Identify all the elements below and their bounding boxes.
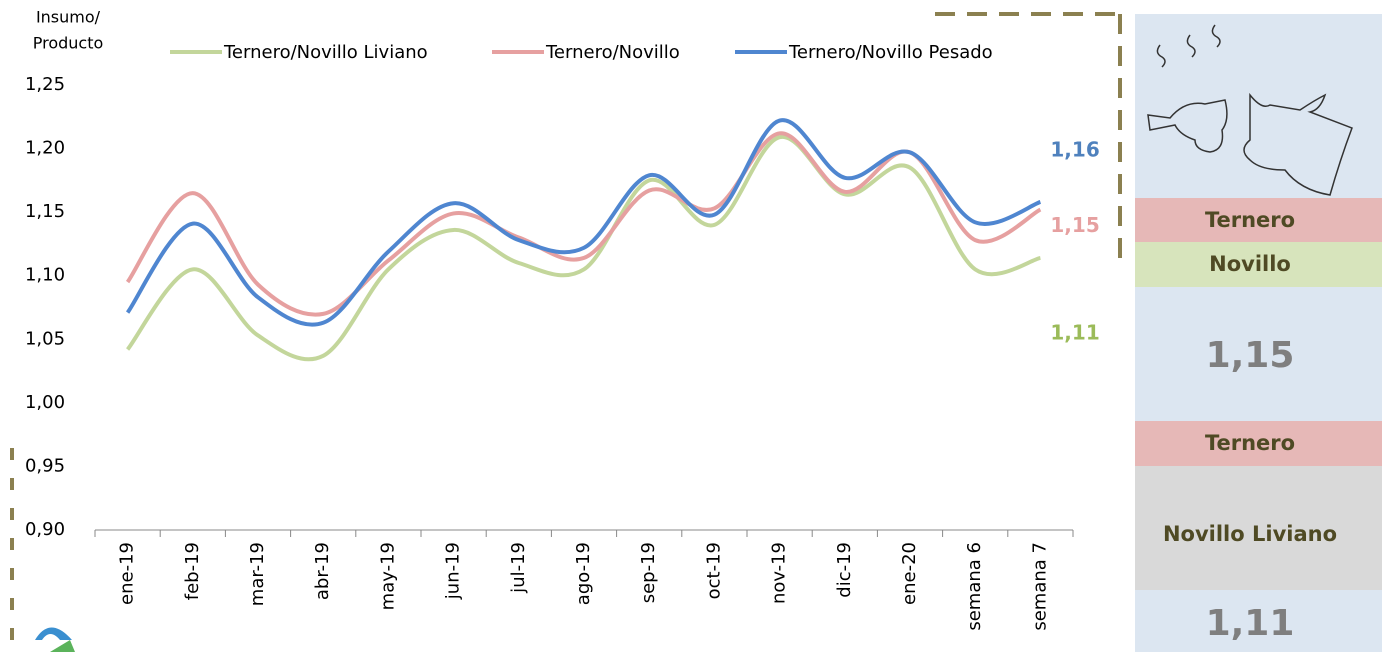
y-tick-label: 1,25 — [25, 74, 65, 95]
x-tick-label: jul-19 — [508, 542, 529, 594]
value-label: 1,15 — [1050, 213, 1099, 237]
x-tick-label: ene-19 — [117, 542, 138, 605]
y-tick-label: 0,90 — [25, 519, 65, 540]
legend-label: Ternero/Novillo Pesado — [788, 42, 993, 63]
y-tick-label: 1,05 — [25, 328, 65, 349]
panel-value: 1,15 — [1206, 335, 1295, 376]
y-tick-label: 0,95 — [25, 455, 65, 476]
y-tick-label: 1,20 — [25, 138, 65, 159]
x-tick-label: semana 6 — [964, 542, 985, 631]
y-axis-label: Producto — [33, 34, 104, 53]
y-axis-label: Insumo/ — [36, 8, 101, 27]
chart: Ternero Novillo 1,15 Ternero Novillo Liv… — [0, 0, 1387, 652]
legend-label: Ternero/Novillo — [545, 42, 680, 63]
x-tick-label: may-19 — [377, 542, 398, 610]
x-tick-label: abr-19 — [312, 542, 333, 600]
x-tick-label: semana 7 — [1029, 542, 1050, 631]
y-tick-label: 1,15 — [25, 201, 65, 222]
panel-label: Ternero — [1205, 208, 1295, 232]
x-tick-label: sep-19 — [638, 542, 659, 603]
logo — [35, 628, 75, 653]
series-line — [128, 120, 1041, 325]
x-tick-label: jun-19 — [443, 542, 464, 600]
x-tick-label: mar-19 — [247, 542, 268, 606]
x-tick-label: ago-19 — [573, 542, 594, 605]
panel-label: Novillo Liviano — [1163, 522, 1337, 546]
value-label: 1,16 — [1050, 137, 1099, 161]
panel-value: 1,11 — [1206, 603, 1295, 644]
series-line — [128, 133, 1041, 314]
panel-label: Ternero — [1205, 431, 1295, 455]
x-tick-label: ene-20 — [899, 542, 920, 605]
value-label: 1,11 — [1050, 320, 1099, 344]
y-tick-label: 1,00 — [25, 392, 65, 413]
x-tick-label: dic-19 — [834, 542, 855, 598]
x-tick-label: feb-19 — [182, 542, 203, 600]
y-tick-label: 1,10 — [25, 265, 65, 286]
x-tick-label: nov-19 — [769, 542, 790, 604]
panel-label: Novillo — [1209, 252, 1291, 276]
legend-label: Ternero/Novillo Liviano — [223, 42, 428, 63]
x-tick-label: oct-19 — [703, 542, 724, 599]
